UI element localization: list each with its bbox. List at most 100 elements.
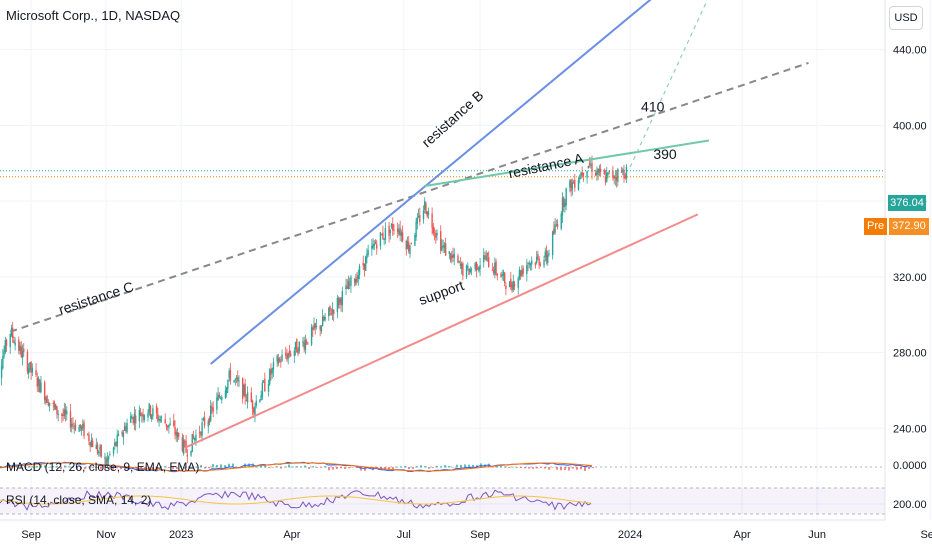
candle-body	[591, 162, 593, 173]
x-tick-label: Apr	[283, 529, 300, 541]
currency-button[interactable]: USD	[889, 6, 923, 30]
candle-body	[321, 316, 324, 327]
macd-histogram-bar	[356, 467, 358, 468]
macd-histogram-bar	[204, 467, 206, 469]
candle-body	[330, 313, 332, 315]
candle-body	[561, 197, 564, 216]
candle-body	[416, 217, 419, 224]
candle-body	[614, 176, 617, 179]
macd-histogram-bar	[220, 464, 222, 468]
candle-body	[260, 395, 262, 401]
candle-body	[285, 352, 287, 356]
candle-body	[544, 251, 546, 258]
macd-histogram-bar	[424, 466, 426, 468]
candle-body	[382, 232, 384, 239]
macd-histogram-bar	[556, 467, 558, 470]
macd-histogram-bar	[592, 467, 594, 469]
candle-body	[393, 229, 395, 231]
macd-histogram-bar	[68, 466, 70, 468]
macd-histogram-bar	[312, 466, 314, 468]
candle-body	[126, 423, 128, 433]
macd-histogram-bar	[504, 466, 506, 468]
candle-body	[572, 182, 575, 184]
candle-body	[449, 253, 452, 261]
macd-histogram-bar	[152, 467, 154, 469]
candle-body	[160, 416, 163, 418]
trendline-resistance-C	[9, 61, 809, 333]
macd-histogram-bar	[528, 467, 530, 469]
candle-body	[462, 263, 464, 276]
macd-histogram-bar	[32, 466, 34, 468]
macd-histogram-bar	[288, 464, 290, 468]
macd-histogram-bar	[580, 467, 582, 470]
candle-body	[11, 327, 14, 338]
macd-histogram-bar	[460, 464, 462, 468]
candle-body	[519, 270, 522, 277]
candle-body	[227, 379, 229, 389]
candle-body	[107, 456, 110, 460]
macd-histogram-bar	[208, 467, 210, 469]
candle-body	[586, 170, 588, 178]
candle-body	[374, 241, 377, 244]
candle-body	[270, 369, 272, 375]
candle-body	[37, 377, 40, 386]
candle-body	[510, 278, 512, 288]
candle-body	[324, 316, 326, 321]
candle-body	[485, 255, 487, 261]
candle-body	[305, 341, 308, 344]
y-tick-label: 280.00	[893, 348, 927, 360]
candle-body	[186, 454, 189, 457]
trendline-support	[185, 213, 699, 449]
candle-body	[134, 415, 137, 424]
macd-histogram-bar	[584, 467, 586, 471]
candle-body	[357, 275, 360, 279]
candle-body	[442, 245, 444, 247]
macd-histogram-bar	[228, 463, 230, 468]
candle-body	[487, 257, 490, 268]
candle-body	[556, 224, 559, 227]
candle-body	[501, 274, 503, 276]
candle-body	[0, 365, 3, 378]
candle-body	[470, 269, 473, 271]
candle-body	[143, 415, 145, 421]
macd-histogram-bar	[256, 466, 258, 468]
candle-body	[625, 166, 628, 179]
candle-body	[424, 200, 426, 210]
candle-body	[203, 417, 206, 426]
candle-body	[237, 377, 239, 382]
candle-body	[380, 234, 383, 236]
macd-histogram-bar	[352, 467, 354, 468]
macd-histogram-bar	[452, 466, 454, 468]
candle-body	[267, 383, 270, 392]
candle-body	[399, 227, 401, 236]
candle-body	[598, 169, 601, 173]
candle-body	[2, 356, 4, 369]
candle-body	[78, 427, 80, 432]
candle-body	[596, 170, 598, 175]
macd-histogram-bar	[536, 467, 538, 469]
candle-body	[152, 408, 154, 416]
macd-histogram-bar	[464, 464, 466, 468]
candle-body	[417, 215, 420, 217]
candle-body	[57, 413, 59, 415]
candle-body	[174, 426, 176, 435]
macd-histogram-bar	[76, 467, 78, 470]
candle-body	[582, 172, 585, 177]
rsi-line	[0, 489, 592, 511]
candle-body	[190, 450, 192, 456]
candle-body	[373, 244, 375, 246]
candle-body	[329, 305, 331, 312]
macd-histogram-bar	[564, 467, 566, 471]
candle-body	[565, 188, 567, 206]
candle-body	[426, 211, 428, 217]
macd-histogram-bar	[260, 465, 262, 468]
candle-body	[548, 253, 550, 255]
candle-body	[444, 243, 447, 256]
macd-histogram-bar	[0, 466, 2, 468]
candle-body	[475, 261, 478, 271]
candle-body	[314, 323, 316, 328]
macd-histogram-bar	[436, 465, 438, 468]
macd-histogram-bar	[276, 466, 278, 468]
candle-body	[503, 272, 506, 283]
candle-body	[254, 406, 256, 416]
